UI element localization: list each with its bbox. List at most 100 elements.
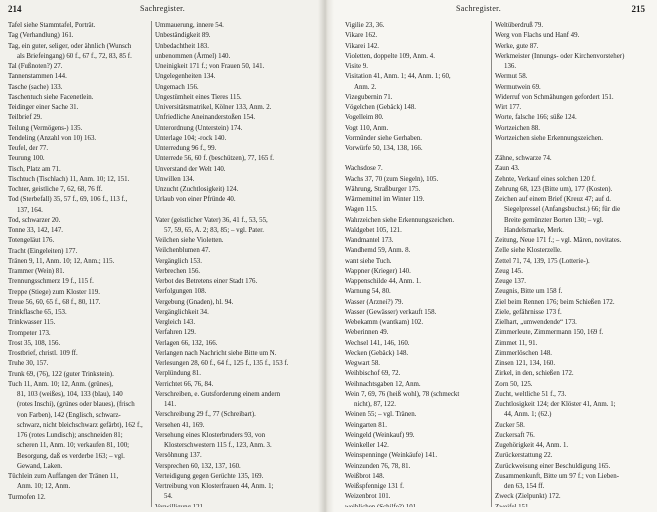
entry-line: Zeuge 137. — [495, 278, 526, 285]
entry-line: Trostbrief, christl. 109 ff. — [8, 350, 78, 357]
entry-line: (rotes Inschi), (grünes oder blaues), (f… — [17, 401, 135, 409]
index-entry: Zucht, weltliche 51 f., 73. — [495, 390, 641, 400]
index-entry: Wärmemittel im Winter 119. — [345, 195, 491, 205]
index-entry: Zucker 58. — [495, 421, 641, 431]
index-entry: Unterrede 56, 60 f. (beschützen), 77, 16… — [155, 154, 301, 164]
index-entry: Versprechen 60, 132, 137, 160. — [155, 462, 301, 472]
entry-line: Verschreibung 29 f., 77 (Schreibart). — [155, 411, 256, 419]
index-entry: Tuch 11, Anm. 10; 12, Anm. (grünes), 81, … — [8, 380, 154, 472]
index-entry: Wegwart 58. — [345, 359, 491, 369]
page-number: 215 — [631, 4, 646, 14]
entry-line: unbenommen (Ärmel) 140. — [155, 52, 231, 60]
index-entry: Vertreibung von Klosterfrauen 44, Anm. 1… — [155, 482, 301, 503]
entry-line: Zähne, schwarze 74. — [495, 155, 552, 162]
index-entry: Unterredung 96 f., 99. — [155, 144, 301, 154]
left-page: 214 Sachregister. Tafel siehe Stammtafel… — [0, 0, 326, 512]
index-entry: Weberinnen 49. — [345, 328, 491, 338]
index-entry: Zorn 50, 125. — [495, 380, 641, 390]
entry-line: Wirt 177. — [495, 104, 522, 111]
entry-line: Verfolgungen 108. — [155, 288, 207, 296]
index-column: Tafel siehe Stammtafel, Porträt. Tag (Ver… — [8, 21, 154, 507]
entry-line: Verbrechen 156. — [155, 267, 201, 275]
entry-line: Unzucht (Zuchtlosigkeit) 124. — [155, 186, 239, 193]
entry-line: Zehnte, Verkauf eines solchen 120 f. — [495, 175, 596, 183]
entry-line: Weltüberdruß 79. — [495, 22, 544, 29]
index-entry: Tod (Sterbefall) 35, 57 f., 69, 106 f., … — [8, 195, 154, 216]
index-entry: Ungemach 156. — [155, 83, 301, 93]
index-entry: Webekamm (wantkam) 102. — [345, 318, 491, 328]
running-title: Sachregister. — [456, 4, 501, 13]
entry-line: Tannenstammen 144. — [8, 73, 67, 81]
entry-line: Weinen 55; – vgl. Tränen. — [345, 411, 417, 419]
index-entry: Zeitung, Neue 171 f.; – vgl. Mären, novi… — [495, 236, 641, 246]
entry-line: Visite 9. — [345, 63, 368, 70]
index-entry: Zurückerstattung 22. — [495, 451, 641, 461]
index-entry: Trompeter 173. — [8, 329, 154, 339]
entry-line: Veilchen siehe Violetten. — [155, 237, 224, 244]
entry-line: Tonne 33, 142, 147. — [8, 227, 64, 234]
index-entry: Ziel beim Rennen 176; beim Schießen 172. — [495, 298, 641, 308]
entry-line: Ungemach 156. — [155, 83, 199, 91]
entry-line: Wechsel 141, 146, 160. — [345, 339, 410, 347]
index-entry: Vergänglich 153. — [155, 257, 301, 267]
entry-line: Unfriedliche Aneinanderstoßen 154. — [155, 114, 256, 122]
entry-line: want siehe Tuch. — [345, 257, 392, 265]
entry-line: Zirkel, in den, schießen 172. — [495, 370, 574, 378]
index-entry: Wachs 37, 70 (zum Siegeln), 105. — [345, 175, 491, 185]
entry-line: Verbot des Betretens einer Stadt 176. — [155, 278, 258, 285]
entry-line: Tag (Verhandlung) 161. — [8, 32, 74, 40]
index-entry: Zelle siehe Klosterzelle. — [495, 246, 641, 256]
index-entry: Tafel siehe Stammtafel, Porträt. — [8, 21, 154, 31]
entry-line: Zinsen 121, 134, 160. — [495, 360, 556, 367]
entry-line: Weißspfennige 131 f. — [345, 483, 404, 490]
index-entry: Waldgebet 105, 121. — [345, 226, 491, 236]
entry-line: Verschreiben, e. Gutsforderung einem and… — [155, 390, 281, 398]
index-entry: Zaun 43. — [495, 164, 641, 174]
index-entry: Violetten, doppelte 109, Anm. 4. — [345, 52, 491, 62]
index-entry: Uneinigkeit 171 f.; von Frauen 50, 141. — [155, 62, 301, 72]
index-entry: Tüchlein zum Auffangen der Tränen 11, Anm… — [8, 472, 154, 493]
index-entry: Wappner (Krieger) 140. — [345, 267, 491, 277]
index-entry: Verbrechen 156. — [155, 267, 301, 277]
entry-line: Versprechen 60, 132, 137, 160. — [155, 462, 241, 470]
letter-section: Zähne, schwarze 74. Zaun 43. Zehnte, Verka… — [495, 154, 641, 507]
index-entry: Verlangen nach Nachricht siehe Bitte um … — [155, 349, 301, 359]
index-entry: Versöhnung 137. — [155, 451, 301, 461]
entry-line: Zweifel 151. — [495, 503, 531, 508]
entry-line: Weinspenninge (Weinkäufe) 141. — [345, 452, 438, 460]
entry-line: Anm. 2. — [354, 83, 377, 91]
entry-line: Unterlage 104; -rock 140. — [155, 134, 227, 142]
entry-line: Vikare 162. — [345, 32, 378, 40]
entry-line: Verrichtet 66, 76, 84. — [155, 380, 214, 388]
entry-line: Verfahren 129. — [155, 329, 196, 337]
index-entry: Zimmerlöschen 148. — [495, 349, 641, 359]
entry-line: Tuch 11, Anm. 10; 12, Anm. (grünes), — [8, 380, 113, 388]
entry-line: Wermut 58. — [495, 73, 528, 81]
index-entry: Weltüberdruß 79. — [495, 21, 641, 31]
index-entry: Wasser (Arznei?) 79. — [345, 298, 491, 308]
index-entry: Tracht (Eingeleiten) 177. — [8, 247, 154, 257]
entry-line: Tendeling (Anzahl von 10) 163. — [8, 134, 97, 142]
index-entry: Veilchenblumen 47. — [155, 246, 301, 256]
entry-line: Wecken (Gebäck) 148. — [345, 349, 409, 357]
entry-line: Tränen 9, 11, Anm. 10; 12, Anm.; 115. — [8, 257, 115, 265]
index-entry: Verteidigung gegen Gerüchte 135, 169. — [155, 472, 301, 482]
index-entry: Zehrung 68, 123 (Bitte um), 177 (Kosten)… — [495, 185, 641, 195]
index-entry: Totengeläut 176. — [8, 236, 154, 246]
entry-line: Unbedachtheit 183. — [155, 42, 209, 50]
index-column: Vigilie 23, 36. Vikare 162. Vikarei 142. Vi… — [345, 21, 491, 507]
entry-line: Zeitung, Neue 171 f.; – vgl. Mären, novi… — [495, 237, 622, 244]
letter-section: Tafel siehe Stammtafel, Porträt. Tag (Ver… — [8, 21, 154, 503]
index-entry: Weißbrot 148. — [345, 472, 491, 482]
index-entry: Tod, schwarzer 20. — [8, 216, 154, 226]
entry-line: Tag, ein guter, seliger, oder ähnlich (W… — [8, 42, 132, 50]
entry-line: Verwilligung 121. — [155, 503, 205, 508]
index-entry: weiblichen (Schilfe?) 101. — [345, 503, 491, 508]
entry-line: Zucker 58. — [495, 421, 525, 429]
index-entry: Zweifel 151. — [495, 503, 641, 508]
entry-line: Verteidigung gegen Gerüchte 135, 169. — [155, 472, 264, 480]
index-entry: Versehung eines Klosterbruders 93, von Kl… — [155, 431, 301, 452]
index-entry: Unterordnung (Unterstein) 174. — [155, 124, 301, 134]
index-entry: Worte, falsche 166; süße 124. — [495, 113, 641, 123]
